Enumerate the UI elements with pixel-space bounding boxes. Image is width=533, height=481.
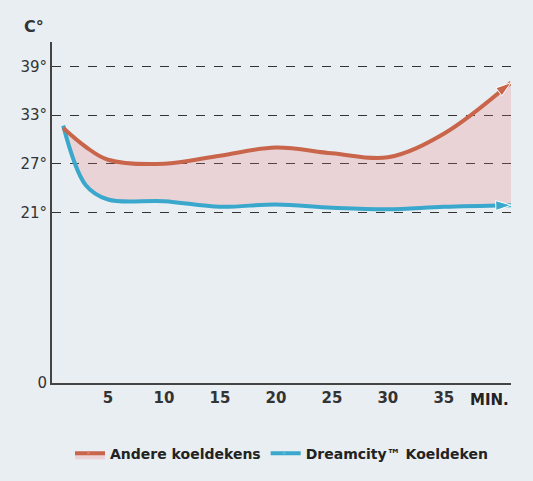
svg-text:27°: 27° xyxy=(20,155,47,173)
svg-text:33°: 33° xyxy=(20,106,47,124)
svg-text:20: 20 xyxy=(265,389,286,407)
svg-text:C°: C° xyxy=(24,17,44,36)
svg-text:15: 15 xyxy=(209,389,230,407)
svg-text:Dreamcity™ Koeldeken: Dreamcity™ Koeldeken xyxy=(306,446,488,462)
svg-text:35: 35 xyxy=(433,389,454,407)
svg-text:MIN.: MIN. xyxy=(470,391,509,409)
svg-text:25: 25 xyxy=(321,389,342,407)
svg-text:Andere koeldekens: Andere koeldekens xyxy=(110,446,261,462)
svg-text:21°: 21° xyxy=(20,204,47,222)
svg-text:39°: 39° xyxy=(20,58,47,76)
svg-text:0: 0 xyxy=(37,374,47,392)
svg-text:10: 10 xyxy=(154,389,175,407)
svg-text:5: 5 xyxy=(103,389,113,407)
svg-text:30: 30 xyxy=(377,389,398,407)
